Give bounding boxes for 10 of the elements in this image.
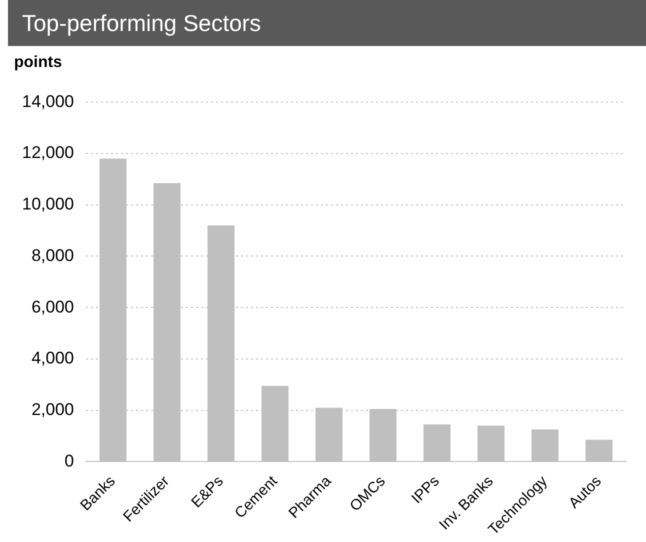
y-tick-label: 2,000: [31, 400, 74, 419]
y-tick-label: 4,000: [31, 348, 74, 368]
y-tick-label: 8,000: [31, 246, 74, 265]
y-tick-label: 10,000: [22, 194, 74, 214]
chart-title: Top-performing Sectors: [8, 0, 646, 46]
y-axis-title: points: [14, 54, 62, 72]
y-tick-label: 0: [64, 451, 74, 470]
y-tick-label: 6,000: [31, 297, 74, 316]
y-tick-label: 12,000: [22, 143, 74, 162]
y-tick-label: 14,000: [22, 92, 74, 111]
